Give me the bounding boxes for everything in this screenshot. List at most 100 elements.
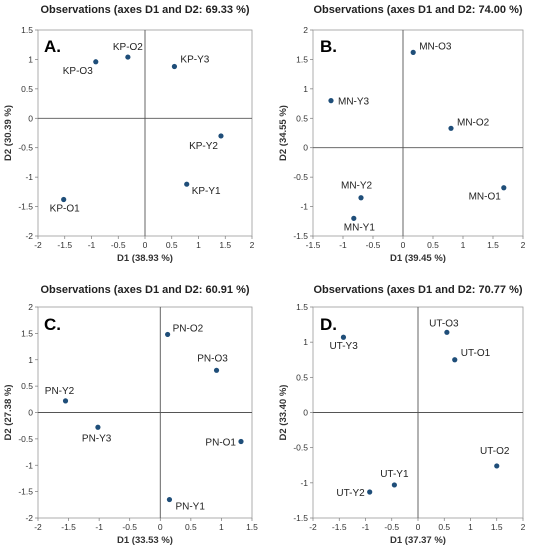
point-label-mn-o2: MN-O2 [457, 117, 490, 128]
y-tick-label: 1 [303, 337, 308, 347]
y-tick-label: -0.5 [18, 434, 33, 444]
point-label-kp-o1: KP-O1 [50, 204, 80, 215]
panel-label: A. [44, 37, 61, 56]
x-tick-label: 2 [521, 522, 526, 532]
point-label-ut-y3: UT-Y3 [329, 341, 358, 352]
x-tick-label: 0 [158, 522, 163, 532]
point-label-kp-o2: KP-O2 [113, 42, 143, 53]
point-mn-o3 [410, 49, 416, 55]
point-label-pn-y3: PN-Y3 [82, 433, 112, 444]
x-axis-label: D1 (33.53 %) [117, 535, 173, 546]
point-label-ut-o1: UT-O1 [461, 348, 491, 359]
point-kp-y2 [218, 133, 224, 139]
y-tick-label: 0.5 [21, 84, 33, 94]
x-tick-label: -1 [339, 240, 347, 250]
point-kp-y1 [184, 181, 190, 187]
x-tick-label: 2 [521, 240, 526, 250]
y-tick-label: 0 [303, 143, 308, 153]
y-tick-label: -1 [300, 478, 308, 488]
y-tick-label: -1.5 [293, 513, 308, 523]
point-kp-o3 [93, 59, 99, 65]
point-ut-o1 [452, 357, 458, 363]
point-ut-o3 [444, 329, 450, 335]
point-label-mn-y2: MN-Y2 [341, 181, 373, 192]
y-tick-label: 2 [303, 25, 308, 35]
x-tick-label: 0 [143, 240, 148, 250]
x-tick-label: 2 [250, 240, 255, 250]
y-tick-label: -1 [300, 202, 308, 212]
point-pn-y2 [62, 398, 69, 404]
x-tick-label: 0.5 [166, 240, 178, 250]
x-tick-label: -1 [362, 522, 370, 532]
y-tick-label: -2 [25, 231, 33, 241]
point-ut-y3 [340, 334, 347, 340]
point-label-mn-y1: MN-Y1 [344, 222, 376, 233]
panel-title: Observations (axes D1 and D2: 69.33 %) [40, 4, 249, 16]
point-label-pn-o2: PN-O2 [173, 323, 204, 334]
x-tick-label: 1 [468, 522, 473, 532]
point-mn-y1 [351, 215, 357, 221]
y-tick-label: 1 [303, 84, 308, 94]
point-label-pn-y1: PN-Y1 [175, 502, 205, 513]
x-tick-label: 1.5 [246, 522, 258, 532]
y-axis-label: D2 (27.38 %) [3, 385, 14, 441]
y-axis-label: D2 (34.55 %) [278, 105, 289, 161]
y-tick-label: 1.5 [21, 328, 33, 338]
y-tick-label: 0.5 [296, 113, 308, 123]
x-tick-label: -1.5 [332, 522, 347, 532]
x-tick-label: 1 [196, 240, 201, 250]
y-tick-label: 0 [303, 408, 308, 418]
point-label-ut-y2: UT-Y2 [336, 488, 365, 499]
panel-title: Observations (axes D1 and D2: 74.00 %) [313, 4, 522, 16]
y-tick-label: -1.5 [18, 487, 33, 497]
x-tick-label: -0.5 [122, 522, 137, 532]
point-kp-o1 [61, 196, 67, 203]
point-ut-o2 [494, 463, 500, 469]
point-label-kp-y1: KP-Y1 [192, 186, 221, 197]
x-tick-label: -0.5 [111, 240, 126, 250]
point-ut-y2 [367, 489, 373, 495]
panel-label: D. [320, 315, 337, 334]
x-axis-label: D1 (39.45 %) [390, 253, 446, 264]
x-tick-label: -2 [34, 522, 42, 532]
panel-title: Observations (axes D1 and D2: 70.77 %) [313, 284, 522, 296]
x-tick-label: -2 [309, 522, 317, 532]
x-tick-label: -1 [95, 522, 103, 532]
x-tick-label: -1.5 [61, 522, 76, 532]
point-label-pn-o3: PN-O3 [197, 353, 228, 364]
x-tick-label: 0.5 [438, 522, 450, 532]
x-tick-label: 0.5 [427, 240, 439, 250]
point-mn-o1 [501, 185, 507, 191]
point-mn-y3 [328, 98, 334, 104]
y-axis-label: D2 (30.39 %) [3, 105, 14, 161]
panel-4: Observations (axes D1 and D2: 70.77 %) -2… [278, 284, 526, 546]
y-tick-label: -0.5 [18, 143, 33, 153]
y-tick-label: 1.5 [296, 54, 308, 64]
point-label-pn-y2: PN-Y2 [45, 386, 75, 397]
point-label-ut-o2: UT-O2 [480, 446, 510, 457]
panel-label: B. [320, 37, 337, 56]
point-kp-y3 [171, 63, 178, 70]
y-tick-label: -1.5 [18, 202, 33, 212]
panel-title: Observations (axes D1 and D2: 60.91 %) [40, 284, 249, 296]
x-tick-label: -0.5 [384, 522, 399, 532]
y-tick-label: 0.5 [21, 381, 33, 391]
y-tick-label: -0.5 [293, 172, 308, 182]
point-pn-o3 [213, 367, 220, 373]
panel-3: Observations (axes D1 and D2: 60.91 %) -2… [3, 284, 258, 546]
x-tick-label: 0 [416, 522, 421, 532]
y-tick-label: -0.5 [293, 443, 308, 453]
plot-frame [312, 29, 524, 237]
point-label-kp-o3: KP-O3 [63, 66, 93, 77]
point-pn-y3 [95, 424, 101, 430]
x-tick-label: 1.5 [487, 240, 499, 250]
y-tick-label: -1 [25, 172, 33, 182]
panel-1: Observations (axes D1 and D2: 69.33 %) -2… [3, 4, 255, 264]
y-tick-label: 0 [28, 408, 33, 418]
x-tick-label: 1 [461, 240, 466, 250]
point-label-mn-o1: MN-O1 [469, 192, 502, 203]
point-label-kp-y3: KP-Y3 [180, 54, 209, 65]
y-tick-label: -1.5 [293, 231, 308, 241]
point-label-kp-y2: KP-Y2 [189, 141, 218, 152]
